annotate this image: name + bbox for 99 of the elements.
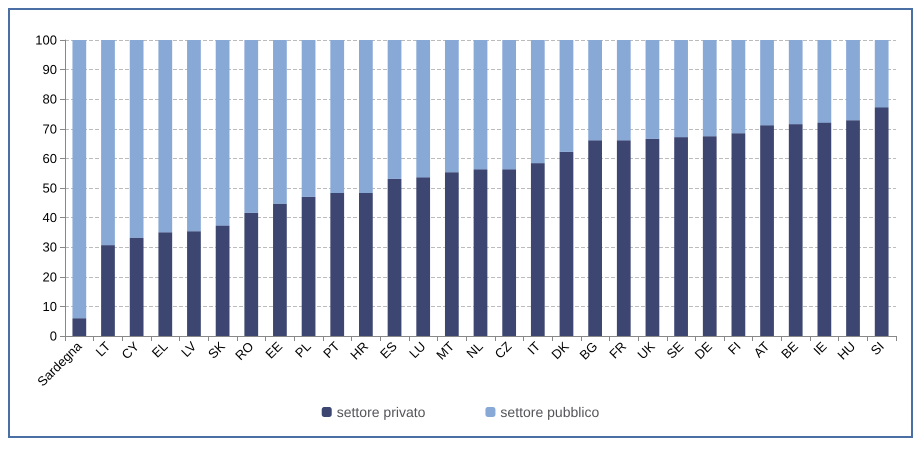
x-tick-label: LU [406, 338, 428, 362]
bar [359, 193, 373, 336]
bar [760, 125, 774, 336]
bar [359, 40, 373, 194]
bar [388, 40, 402, 179]
x-tick-label: PT [320, 338, 343, 362]
bar [474, 169, 488, 336]
y-tick-label: 10 [42, 298, 57, 314]
x-tick-label: LT [92, 338, 114, 360]
bar [502, 169, 516, 336]
bar [732, 133, 746, 336]
bar [416, 177, 430, 336]
x-tick-label: FR [606, 338, 630, 362]
y-tick-label: 30 [42, 240, 57, 255]
bar [444, 40, 459, 172]
x-tick-label: SI [868, 338, 887, 358]
x-tick-label: CZ [492, 338, 515, 362]
y-tick-label: 80 [42, 92, 57, 107]
bar [72, 318, 86, 336]
bar [560, 152, 574, 336]
bar [702, 40, 717, 136]
x-tick-label: DE [692, 338, 716, 362]
bar [846, 120, 860, 336]
x-tick-label: AT [750, 338, 772, 360]
x-tick-label: IE [810, 338, 830, 358]
bar [732, 40, 746, 134]
y-tick-label: 70 [42, 121, 57, 136]
bar [646, 138, 660, 336]
bar [846, 40, 860, 120]
bar [788, 40, 803, 124]
bar [588, 140, 602, 336]
bar [874, 107, 889, 336]
x-tick-label: LV [178, 338, 200, 360]
bar [216, 40, 230, 226]
bar [158, 232, 172, 336]
bar [244, 212, 258, 336]
bar [760, 40, 774, 126]
bar [702, 136, 717, 336]
x-tick-label: SE [664, 338, 687, 362]
x-tick-label: NL [463, 338, 486, 362]
bar [302, 40, 316, 197]
y-tick-label: 40 [42, 210, 57, 226]
bar [474, 40, 488, 170]
bar [788, 124, 803, 336]
y-tick-label: 50 [42, 180, 57, 196]
x-tick-label: FI [724, 338, 744, 358]
bar [273, 40, 287, 204]
bar [616, 140, 631, 336]
x-tick-label: CY [118, 338, 142, 362]
y-tick-label: 0 [50, 328, 57, 344]
bar [216, 226, 230, 336]
legend-label: settore pubblico [500, 404, 600, 420]
bar [416, 40, 430, 178]
bar [530, 40, 545, 164]
bar [273, 204, 287, 336]
bar [330, 40, 344, 194]
x-tick-label: HU [834, 338, 858, 363]
x-tick-label: ES [376, 338, 400, 362]
bar [817, 122, 832, 336]
x-tick-label: RO [232, 338, 257, 364]
y-tick-label: 60 [42, 150, 57, 166]
bar [560, 40, 574, 152]
x-tick-label: HR [347, 338, 372, 363]
y-tick-label: 20 [42, 269, 57, 284]
bar [674, 40, 688, 138]
bar [302, 196, 316, 336]
x-tick-label: DK [548, 338, 572, 362]
bar [101, 245, 115, 336]
x-tick-label: EE [262, 338, 286, 362]
bar [187, 40, 201, 232]
legend-label: settore privato [336, 404, 426, 420]
bar [588, 40, 602, 140]
bar [674, 137, 688, 336]
bar [502, 40, 516, 170]
bar [130, 40, 144, 238]
bar [244, 40, 258, 213]
bar [874, 40, 889, 108]
bar [388, 178, 402, 336]
bar [101, 40, 115, 246]
bar [72, 40, 86, 318]
bar [817, 40, 832, 123]
bar [530, 163, 545, 336]
x-tick-label: IT [524, 338, 544, 358]
x-tick-label: PL [292, 338, 314, 361]
bar [646, 40, 660, 139]
bar [130, 238, 144, 336]
bar [158, 40, 172, 232]
x-tick-label: EL [148, 338, 171, 361]
bar [330, 193, 344, 336]
y-tick-label: 90 [42, 62, 57, 78]
x-tick-label: BG [576, 338, 600, 363]
bar [187, 231, 201, 336]
x-tick-label: UK [634, 338, 658, 362]
y-tick-label: 100 [35, 32, 57, 48]
bar [616, 40, 631, 140]
x-tick-label: BE [778, 338, 802, 362]
bar [444, 172, 459, 336]
x-tick-label: SK [205, 338, 228, 362]
x-tick-label: MT [433, 338, 458, 363]
